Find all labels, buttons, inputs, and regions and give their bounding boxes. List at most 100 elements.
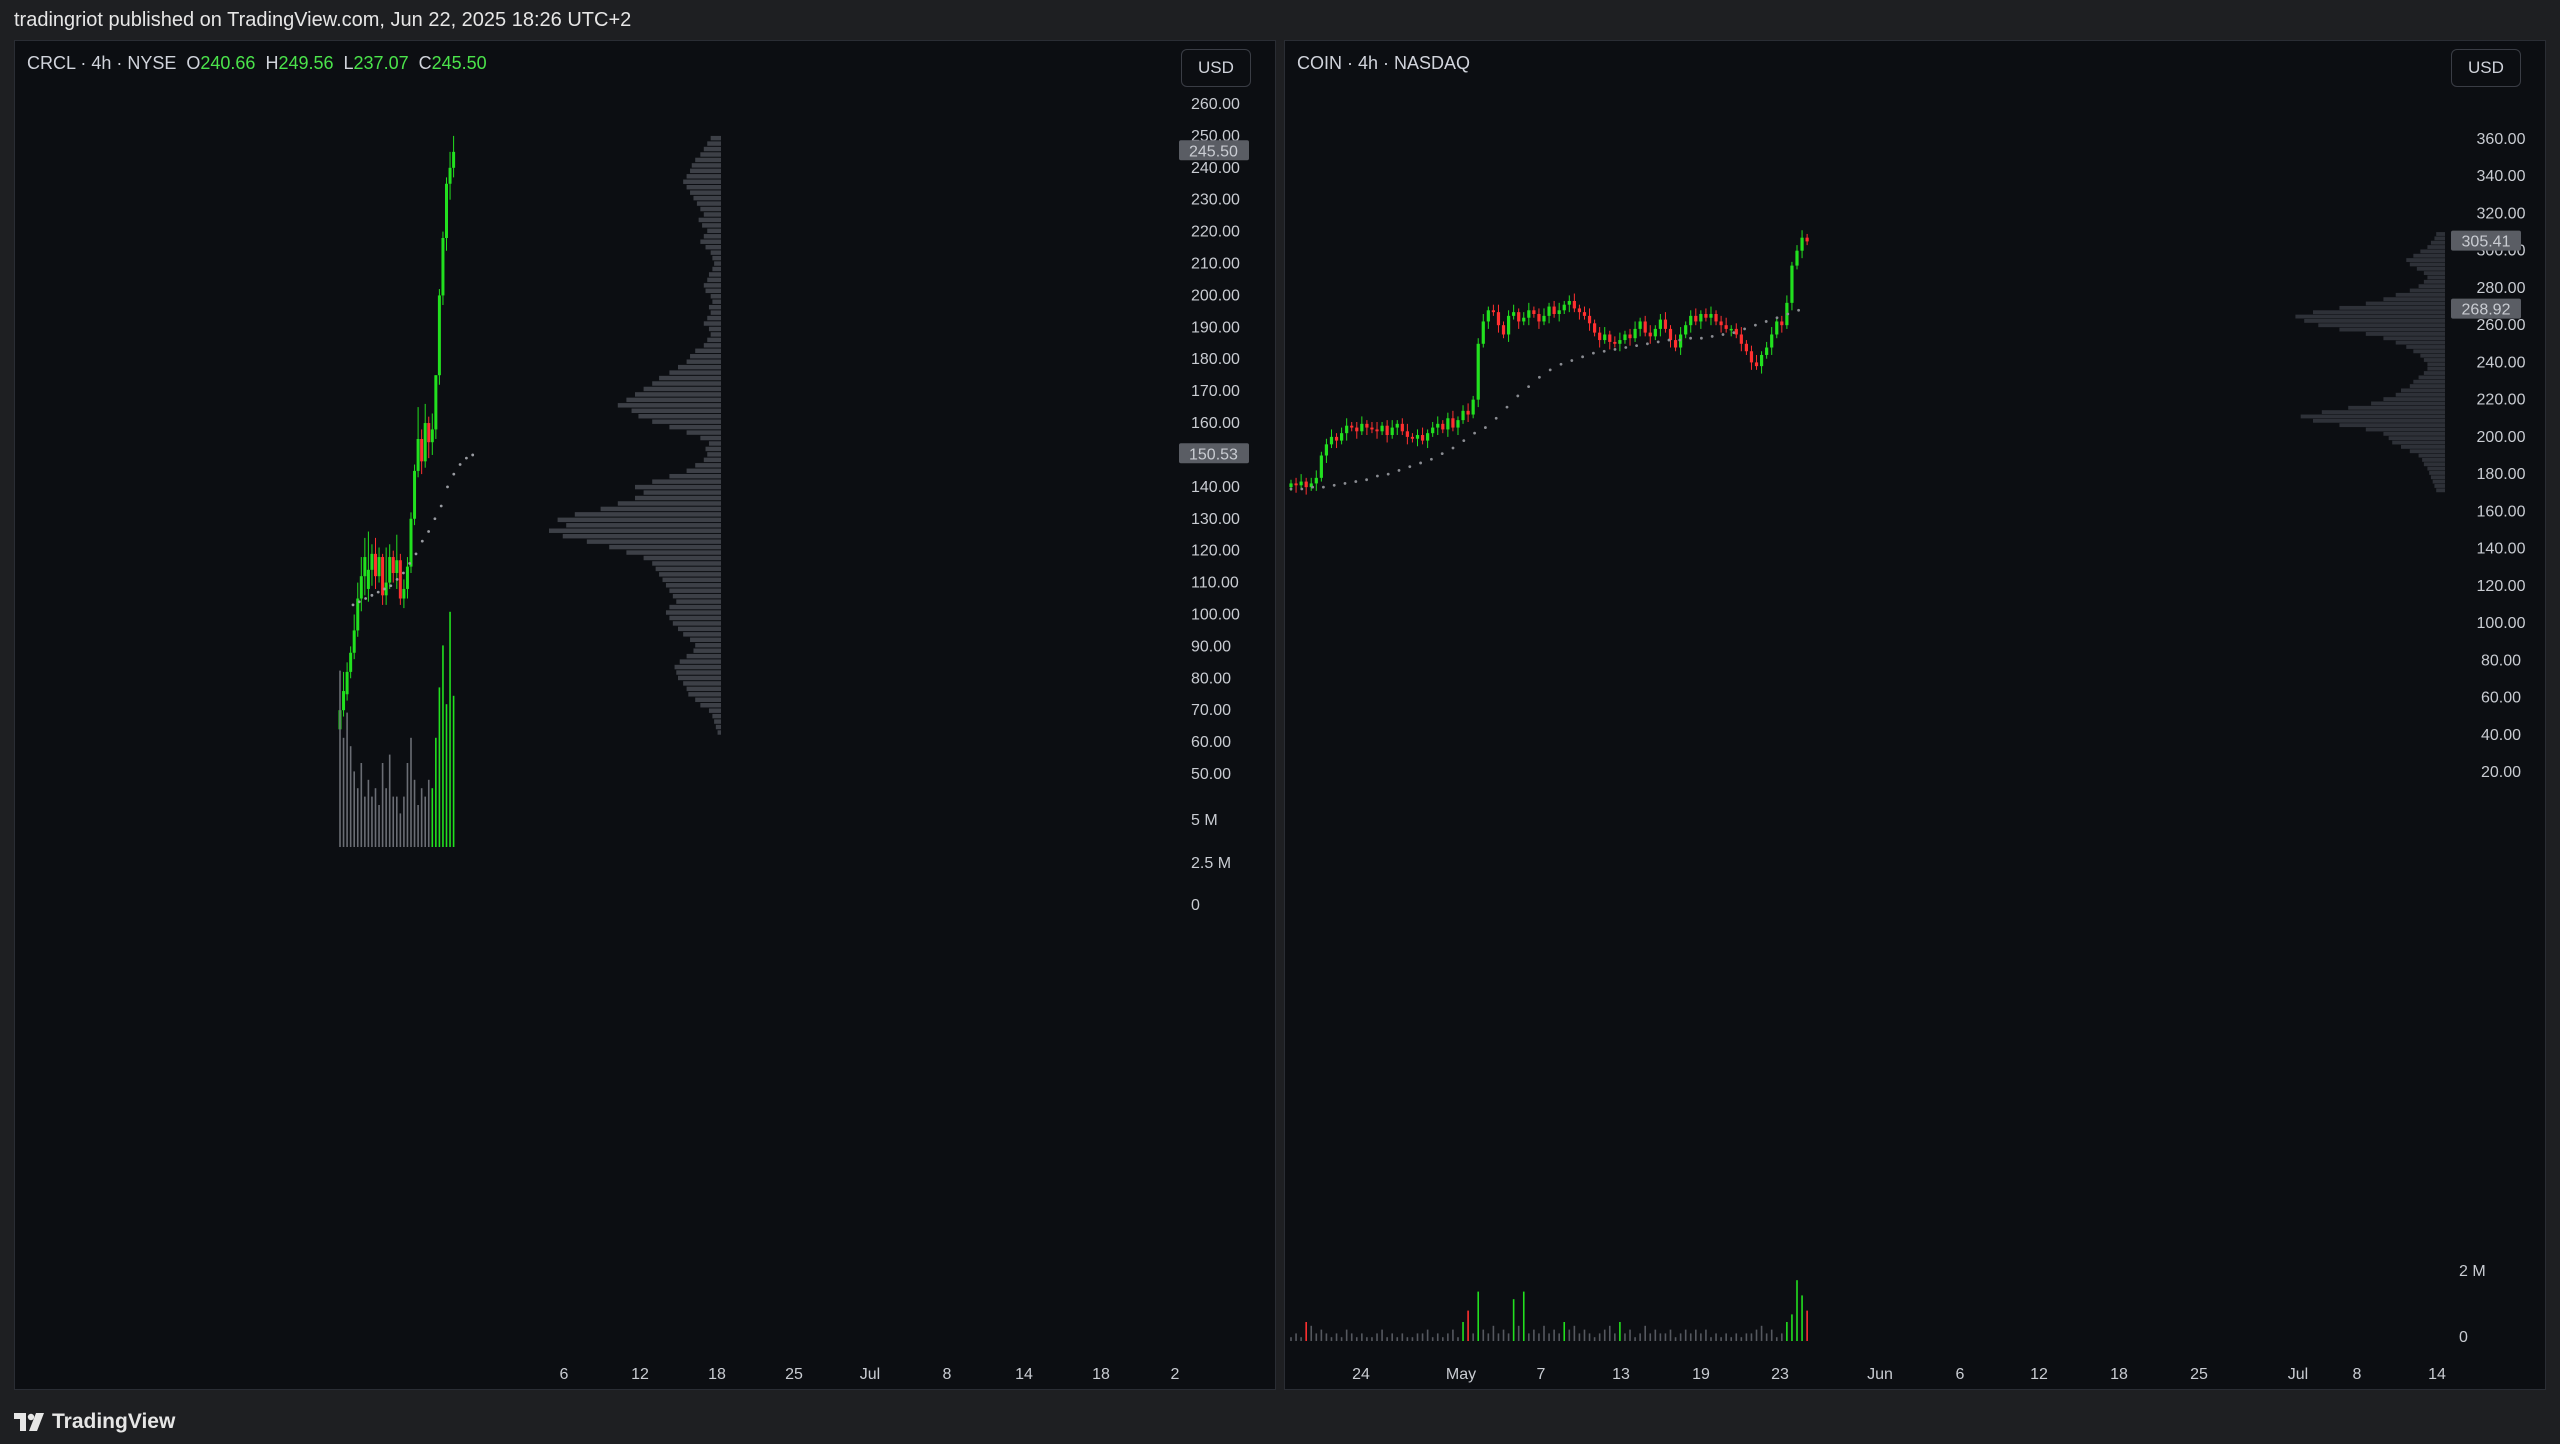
candle-body [381,557,385,596]
currency-button[interactable]: USD [2451,49,2521,87]
volume-bar [360,763,363,847]
vwap-dot [439,504,443,508]
candle-body [391,557,395,573]
vwap-dot [452,472,456,476]
y-axis-tick: 140.00 [1191,479,1240,496]
volume-profile-bar [2388,436,2445,441]
candle-body [1694,315,1698,322]
candle-body [1633,328,1637,339]
x-axis-tick: Jun [1867,1366,1893,1383]
x-axis-tick: 14 [1015,1366,1033,1383]
x-axis-tick: 18 [1092,1366,1110,1383]
vwap-dot [458,463,462,466]
volume-bar [1411,1337,1414,1341]
currency-button[interactable]: USD [1181,49,1251,87]
top-bar: tradingriot published on TradingView.com… [0,0,2560,40]
candle-body [1390,427,1394,436]
high-value: 249.56 [278,53,334,73]
y-axis-tick: 170.00 [1191,383,1240,400]
vwap-dot [395,577,399,581]
volume-profile-bar [638,413,721,419]
volume-profile-bar [2401,388,2445,393]
candle-body [1289,483,1293,488]
y-axis-tick: 120.00 [1191,543,1240,560]
x-axis-tick: 18 [708,1366,726,1383]
candle-body [1765,347,1769,355]
volume-profile-bar [2395,340,2445,345]
volume-bar [381,763,384,847]
volume-profile-bar [2401,444,2445,449]
y-axis-tick: 190.00 [1191,319,1240,336]
candle-body [1805,237,1809,242]
volume-profile-bar [702,223,721,228]
y-axis-tick: 100.00 [2477,615,2526,632]
vwap-dot [1430,457,1433,461]
volume-bar [1457,1337,1459,1341]
volume-profile-bar [695,643,721,648]
volume-bar [1669,1329,1672,1341]
volume-profile-bar [703,146,721,152]
volume-profile-bar [678,675,721,681]
candle-body [1410,436,1415,439]
candle-body [1699,314,1703,322]
volume-bar [1563,1322,1566,1341]
low-value: 237.07 [353,53,409,73]
vwap-dot [1354,480,1358,483]
volume-profile-bar [715,724,721,730]
volume-bar [385,788,387,847]
volume-profile-bar [659,572,721,577]
x-axis-tick: 13 [1612,1366,1630,1383]
candle-body [441,238,445,296]
symbol-info[interactable]: CRCL · 4h · NYSE [27,53,177,73]
vwap-dot [370,593,374,597]
candle-body [388,557,392,583]
volume-bar [1659,1333,1662,1341]
volume-profile-bar [708,441,721,446]
volume-profile-bar [2427,245,2445,249]
candle-body [452,151,456,168]
symbol-info[interactable]: COIN · 4h · NASDAQ [1297,53,1471,73]
close-value: 245.50 [431,53,487,73]
volume-profile-bar [665,583,721,588]
volume-profile-bar [686,686,721,692]
volume-profile-bar [643,386,721,392]
coin-chart-canvas[interactable]: 360.00340.00320.00300.00280.00260.00240.… [1285,41,2546,1390]
vwap-dot [1300,487,1304,491]
candle-body [1673,340,1678,348]
volume-profile-bar [672,621,721,626]
volume-bar [403,796,405,847]
chart-panel-crcl[interactable]: CRCL · 4h · NYSE O240.66 H249.56 L237.07… [14,40,1276,1390]
price-label: 150.53 [1189,446,1238,463]
candle-body [1734,328,1738,335]
volume-bar [1396,1337,1399,1341]
volume-bar [1624,1333,1626,1341]
x-axis-tick: 6 [560,1366,569,1383]
y-axis-tick: 140.00 [2477,541,2526,558]
volume-profile-bar [686,653,721,659]
volume-bar [371,796,373,847]
crcl-chart-canvas[interactable]: 260.00 2 50.00 240.00 230.00 220.00 210.00 200.… [15,41,1276,1390]
volume-profile-bar [669,615,721,621]
x-axis-tick: 7 [1537,1366,1546,1383]
volume-bar [356,788,359,847]
volume-profile-bar [703,234,721,239]
candle-body [1491,310,1495,313]
vwap-dot [1516,394,1520,398]
x-axis-tick: 12 [2030,1366,2048,1383]
tradingview-logo[interactable]: TradingView [14,1410,175,1434]
volume-bar [1507,1333,1510,1341]
candle-body [349,652,353,672]
volume-profile-bar [693,648,721,653]
volume-profile-bar [2423,271,2445,276]
candle-body [1441,423,1445,430]
volume-bar [1355,1337,1358,1341]
volume-profile-bar [712,299,721,304]
candle-body [1704,314,1708,318]
ohlc-values: O240.66 H249.56 L237.07 C245.50 [186,53,486,74]
y-axis-tick: 200.00 [1191,287,1240,304]
vwap-dot [357,600,361,604]
chart-panel-coin[interactable]: COIN · 4h · NASDAQ USD 360.00 340.00 320.0… [1284,40,2546,1390]
candle-body [427,423,431,443]
volume-profile-bar [2313,418,2445,423]
candle-body [1562,304,1566,311]
